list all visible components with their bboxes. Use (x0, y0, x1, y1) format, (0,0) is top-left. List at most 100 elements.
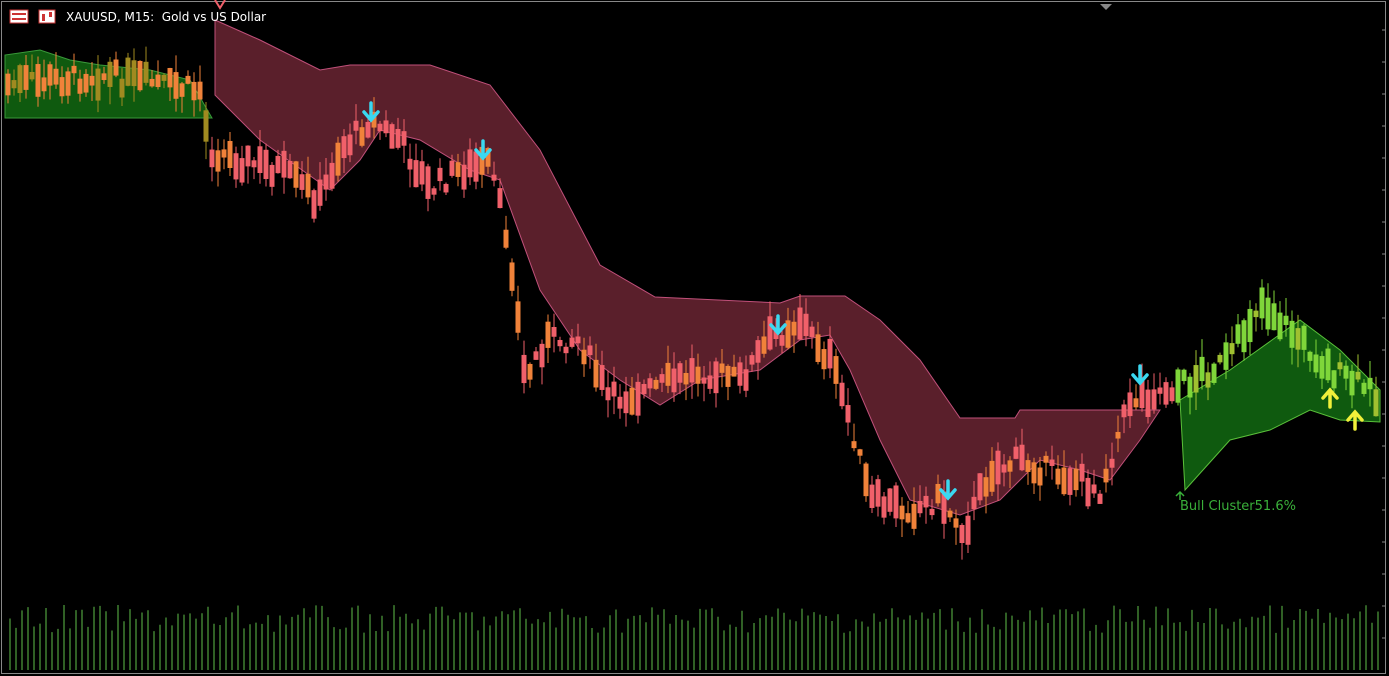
candle-body (893, 485, 899, 519)
candle-body (707, 375, 713, 389)
candle-body (395, 128, 401, 148)
candle-body (1109, 458, 1115, 468)
candle-body (1001, 464, 1007, 473)
candle-body (695, 366, 701, 384)
candle-body (1157, 387, 1163, 394)
candle-body (791, 321, 797, 336)
candle-body (1061, 467, 1067, 495)
candle-body (263, 149, 269, 180)
candle-body (1073, 468, 1079, 491)
icon-line (42, 14, 45, 21)
candle-body (635, 381, 641, 416)
candle-body (521, 354, 527, 384)
candle-body (839, 382, 845, 407)
candle-body (179, 83, 185, 97)
candle-body (1337, 362, 1343, 370)
candle-body (689, 358, 695, 383)
candle-body (647, 378, 653, 389)
candle-body (1259, 287, 1265, 319)
signal-arrows (214, 0, 1364, 501)
candle-body (269, 164, 275, 187)
candle-body (359, 127, 365, 146)
sell-arrow (1131, 364, 1149, 386)
candle-body (701, 377, 707, 384)
candle-body (5, 73, 11, 96)
candle-body (761, 336, 767, 354)
candle-body (869, 484, 875, 508)
candle-body (245, 145, 251, 167)
candle-body (17, 65, 23, 94)
candle-body (1169, 387, 1175, 402)
candle-body (1091, 484, 1097, 494)
candle-body (23, 65, 29, 90)
candle-body (167, 67, 173, 88)
toolbar-icons (9, 9, 56, 24)
candle-body (65, 71, 71, 96)
candle-body (107, 61, 113, 87)
candle-body (1307, 351, 1313, 361)
candle-body (749, 355, 755, 365)
candle-body (1295, 328, 1301, 350)
candle-body (275, 155, 281, 174)
candle-body (449, 160, 455, 176)
candle-body (299, 174, 305, 190)
candle-body (509, 262, 515, 291)
candle-body (527, 363, 533, 380)
candle-body (803, 313, 809, 336)
candle-body (1301, 325, 1307, 350)
candle-body (317, 179, 323, 206)
buy-arrow (1321, 387, 1339, 409)
icon-line (49, 12, 52, 17)
candle-body (83, 73, 89, 93)
candle-body (1325, 348, 1331, 381)
candle-body (1055, 468, 1061, 485)
candle-body (305, 173, 311, 198)
candle-body (539, 343, 545, 368)
candle-body (953, 518, 959, 528)
candle-body (323, 174, 329, 190)
candle-body (485, 148, 491, 167)
candle-body (47, 64, 53, 86)
candle-body (887, 488, 893, 512)
candle-body (737, 362, 743, 386)
candle-body (1277, 312, 1283, 340)
candle-body (833, 356, 839, 384)
candle-body (1343, 365, 1349, 379)
candle-body (233, 153, 239, 180)
symbol-title: XAUUSD, M15: Gold vs US Dollar (66, 10, 266, 24)
candle-body (1367, 377, 1373, 390)
candle-body (911, 503, 917, 529)
candle-body (731, 366, 737, 377)
candle-body (221, 149, 227, 158)
buy-arrow (1346, 409, 1364, 431)
icon-line (12, 18, 26, 20)
candle-body (779, 335, 785, 346)
candle-body (353, 120, 359, 131)
candle-body (155, 74, 161, 88)
candle-body (497, 188, 503, 209)
candle-body (293, 161, 299, 188)
candle-body (1139, 379, 1145, 409)
candle-body (311, 190, 317, 219)
candle-body (725, 365, 731, 387)
candle-body (131, 60, 137, 87)
candle-body (923, 495, 929, 508)
icon-line (12, 13, 26, 15)
candle-body (95, 68, 101, 101)
candle-body (191, 81, 197, 101)
candle-body (1355, 371, 1361, 380)
candle-body (125, 57, 131, 86)
candle-body (1067, 468, 1073, 495)
candle-body (1271, 303, 1277, 331)
candle-body (1313, 354, 1319, 373)
candle-body (1199, 356, 1205, 382)
icon (38, 9, 56, 24)
candle-body (599, 365, 605, 390)
sell-arrow (214, 0, 226, 10)
candle-body (377, 123, 383, 132)
candle-body (995, 450, 1001, 485)
candle-body (11, 80, 17, 89)
candle-body (341, 136, 347, 159)
candle-body (389, 124, 395, 149)
